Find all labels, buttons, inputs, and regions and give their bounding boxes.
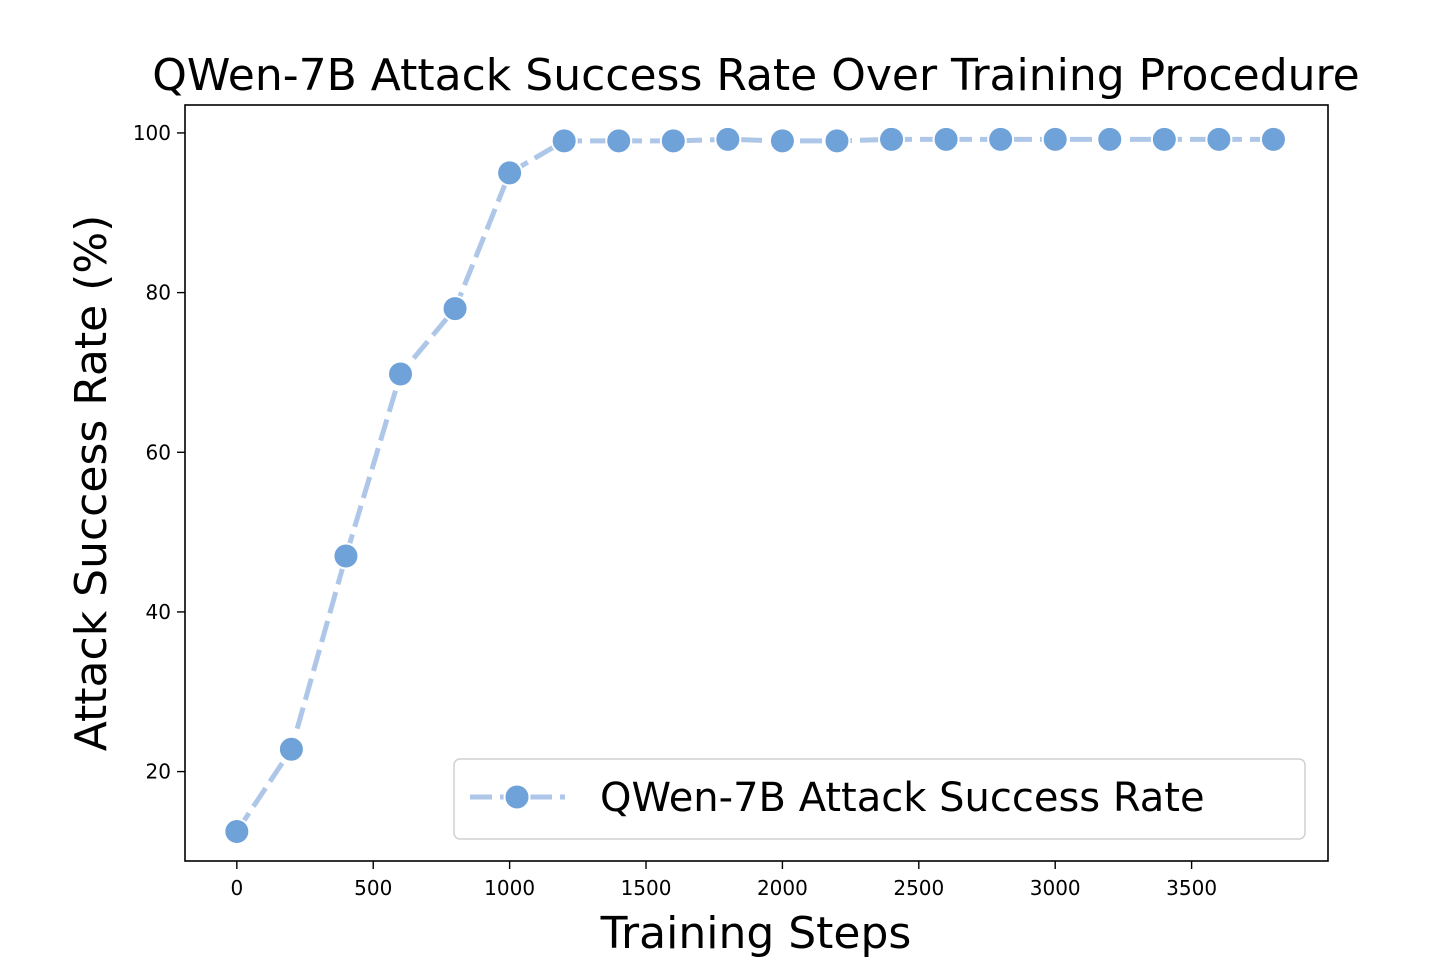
x-tick-label: 3500 xyxy=(1166,876,1217,900)
data-point xyxy=(332,542,360,570)
plot-area xyxy=(184,104,1329,862)
data-point xyxy=(1150,125,1178,153)
y-tick-label: 20 xyxy=(146,760,171,784)
x-tick-label: 1000 xyxy=(484,876,535,900)
legend-box xyxy=(453,758,1306,840)
x-tick-label: 1500 xyxy=(621,876,672,900)
data-point xyxy=(823,127,851,155)
data-point xyxy=(1096,125,1124,153)
x-tick-label: 2000 xyxy=(757,876,808,900)
data-point xyxy=(1259,125,1287,153)
data-point xyxy=(1205,125,1233,153)
data-point xyxy=(932,125,960,153)
data-point xyxy=(223,817,251,845)
data-point xyxy=(550,127,578,155)
data-point xyxy=(277,735,305,763)
x-tick-label: 3000 xyxy=(1030,876,1081,900)
x-tick-label: 500 xyxy=(354,876,392,900)
y-tick-label: 100 xyxy=(133,121,171,145)
data-point xyxy=(768,127,796,155)
series-layer xyxy=(223,125,1287,845)
data-point xyxy=(659,127,687,155)
x-tick-label: 0 xyxy=(230,876,243,900)
data-point xyxy=(605,127,633,155)
data-point xyxy=(987,125,1015,153)
data-point xyxy=(878,125,906,153)
x-axis: 0 500 1000 1500 2000 2500 3000 3500 xyxy=(230,861,1217,900)
data-point xyxy=(441,295,469,323)
y-tick-label: 60 xyxy=(146,440,171,464)
data-point xyxy=(714,125,742,153)
legend: QWen-7B Attack Success Rate xyxy=(453,758,1306,840)
y-axis: 20 40 60 80 100 xyxy=(133,121,185,784)
y-axis-label: Attack Success Rate (%) xyxy=(66,215,117,752)
chart-title: QWen-7B Attack Success Rate Over Trainin… xyxy=(152,50,1360,101)
x-axis-label: Training Steps xyxy=(600,908,912,959)
data-point xyxy=(1041,125,1069,153)
data-point xyxy=(496,159,524,187)
y-tick-label: 40 xyxy=(146,600,171,624)
x-tick-label: 2500 xyxy=(893,876,944,900)
y-tick-label: 80 xyxy=(146,281,171,305)
legend-label: QWen-7B Attack Success Rate xyxy=(600,775,1205,821)
data-point xyxy=(387,360,415,388)
legend-marker xyxy=(503,783,531,811)
